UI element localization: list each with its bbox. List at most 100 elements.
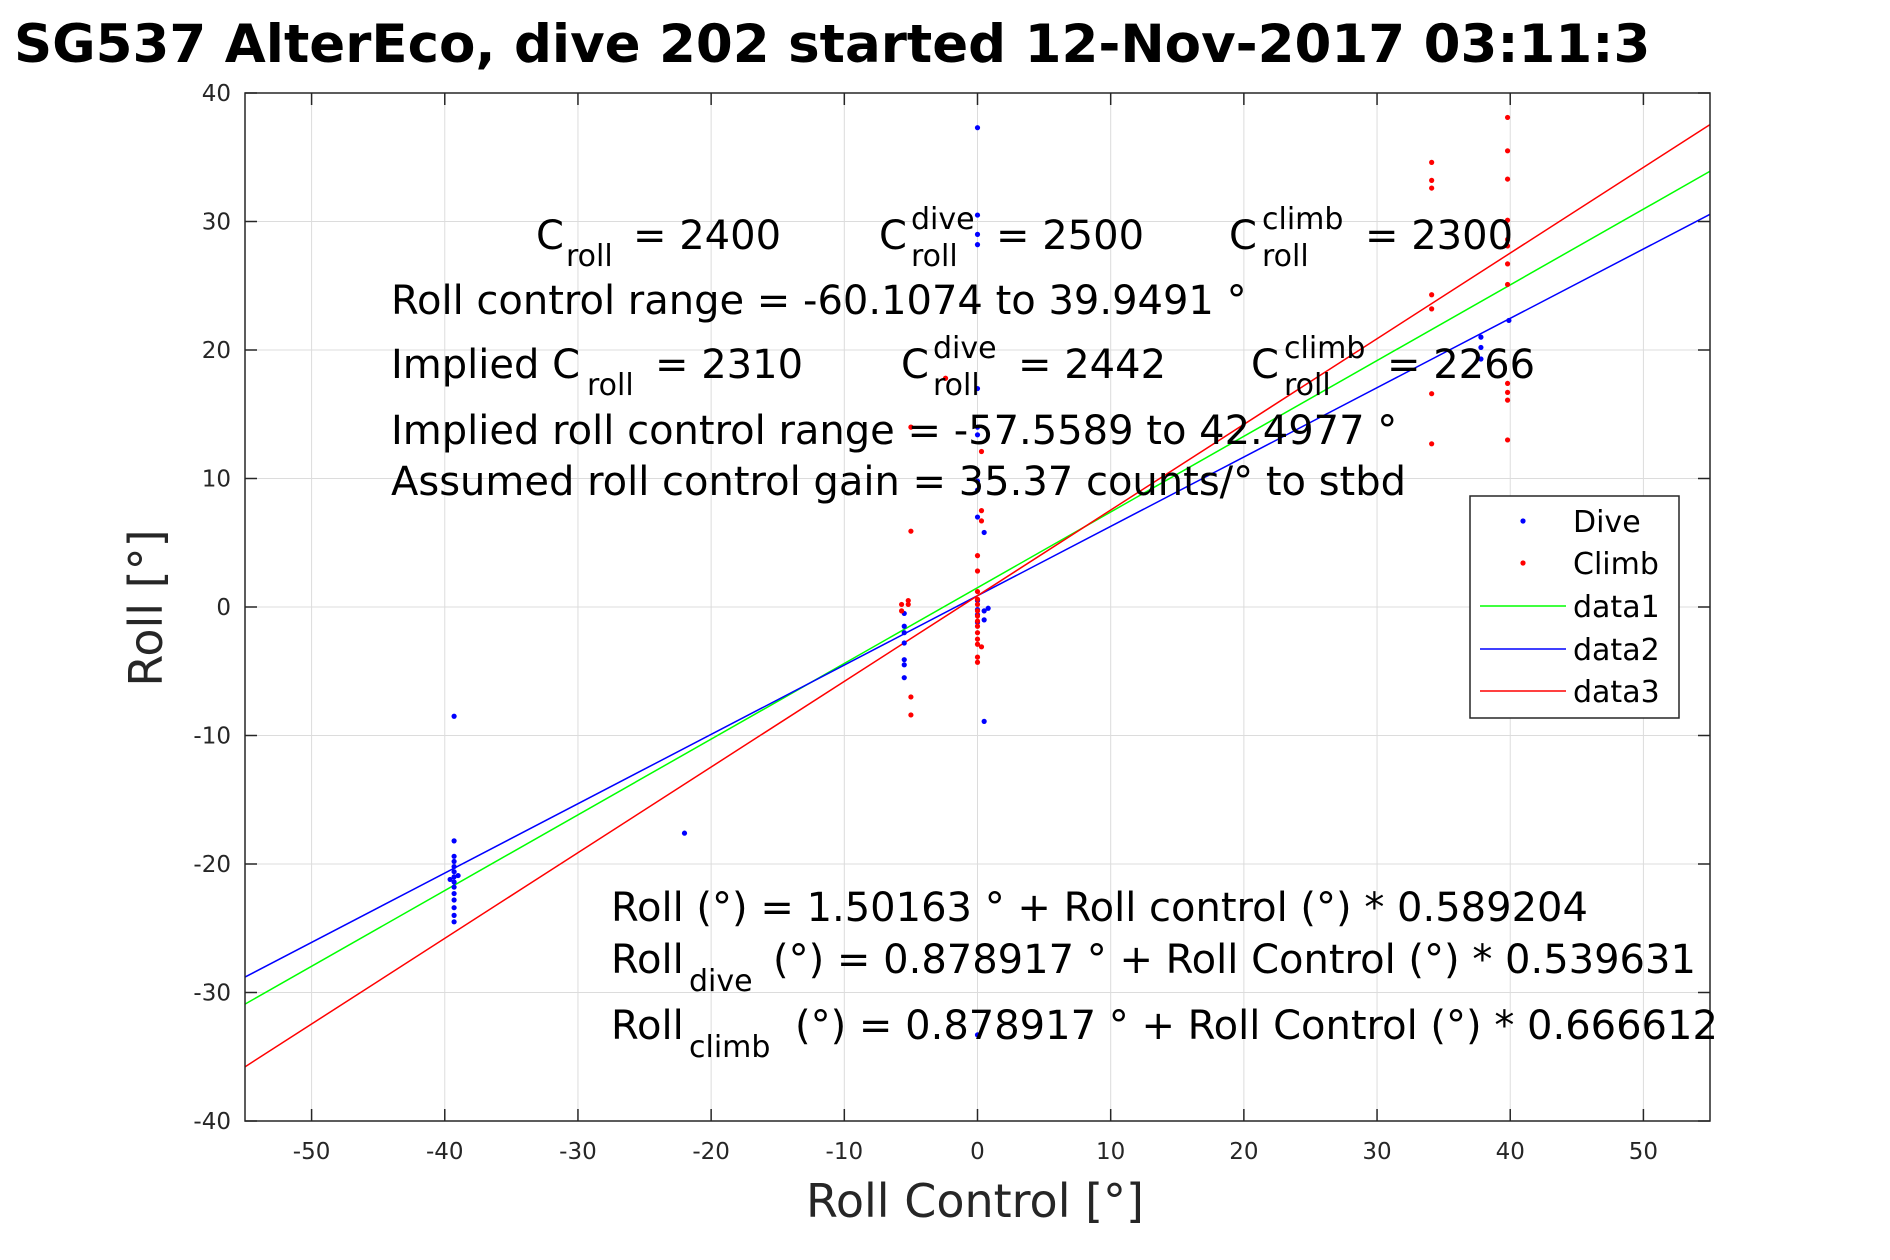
dive-point (981, 617, 987, 623)
y-tick-label: 30 (202, 210, 231, 236)
svg-text:roll: roll (933, 368, 980, 403)
annotation-implied-c-roll-climb: C climb roll = 2266 (1251, 331, 1535, 403)
y-tick-label: 40 (202, 81, 231, 107)
legend: Dive Climb data1 data2 data3 (1469, 495, 1680, 719)
svg-text:dive: dive (933, 331, 997, 366)
x-tick-label: 30 (1362, 1139, 1391, 1165)
climb-point (1504, 148, 1511, 154)
climb-point (1504, 176, 1511, 182)
svg-text:data2: data2 (1573, 633, 1660, 668)
svg-text:C: C (536, 213, 564, 259)
svg-text:climb: climb (1262, 202, 1343, 237)
annotation-c-roll-climb: C climb roll = 2300 (1229, 202, 1513, 274)
svg-text:(°) = 0.878917 ° + Roll Contro: (°) = 0.878917 ° + Roll Control (°) * 0.… (773, 937, 1696, 983)
legend-item-data1: data1 (1480, 590, 1660, 625)
y-tick-label: 0 (216, 595, 231, 621)
svg-text:= 2500: = 2500 (996, 213, 1144, 259)
annotation-roll-control-gain: Assumed roll control gain = 35.37 counts… (391, 459, 1406, 505)
y-tick-label: -30 (193, 981, 231, 1007)
climb-point (1504, 281, 1511, 288)
climb-point (978, 448, 985, 455)
dive-point (974, 125, 981, 131)
annotation-implied-c-roll: Implied C roll = 2310 (391, 342, 803, 403)
climb-point (974, 659, 981, 665)
dive-point (901, 630, 907, 636)
dive-point (901, 623, 907, 629)
annotation-implied-c-roll-dive: C dive roll = 2442 (901, 331, 1166, 403)
legend-item-climb: Climb (1520, 547, 1659, 582)
svg-text:Dive: Dive (1573, 505, 1641, 540)
dive-point (451, 853, 457, 859)
annotation-fit-climb: Roll climb (°) = 0.878917 ° + Roll Contr… (611, 1003, 1718, 1065)
svg-text:Roll: Roll (611, 937, 684, 983)
dive-point (901, 640, 907, 646)
annotation-implied-roll-range: Implied roll control range = -57.5589 to… (391, 408, 1397, 454)
climb-point (908, 712, 914, 718)
svg-text:Climb: Climb (1573, 547, 1659, 582)
svg-text:roll: roll (566, 239, 613, 274)
dive-point (451, 879, 457, 885)
dive-point (1478, 356, 1484, 362)
climb-point (978, 508, 985, 514)
climb-point (1429, 391, 1435, 397)
y-axis-label: Roll [°] (119, 529, 173, 686)
dive-point (974, 1032, 981, 1038)
climb-point (1429, 177, 1435, 183)
climb-point (1429, 441, 1435, 447)
svg-text:(°) = 0.878917 ° + Roll Contro: (°) = 0.878917 ° + Roll Control (°) * 0.… (795, 1003, 1718, 1049)
dive-point (974, 514, 981, 520)
legend-box (1469, 495, 1680, 719)
x-tick-label: -30 (559, 1139, 597, 1165)
climb-point (1504, 236, 1511, 243)
tick-marks-layer (245, 92, 1710, 1122)
svg-text:= 2300: = 2300 (1365, 213, 1513, 259)
dive-point (451, 884, 457, 890)
climb-point (974, 636, 981, 642)
svg-text:C: C (901, 342, 929, 388)
chart-title: SG537 AlterEco, dive 202 started 12-Nov-… (14, 14, 1650, 75)
dive-point (974, 231, 981, 237)
dive-point (985, 605, 991, 611)
legend-marker-dive (1520, 518, 1526, 524)
climb-point (905, 597, 911, 604)
climb-point (1504, 243, 1511, 249)
svg-text:= 2400: = 2400 (633, 213, 781, 259)
climb-point (974, 654, 981, 660)
climb-point (974, 553, 981, 559)
annotation-fit-all: Roll (°) = 1.50163 ° + Roll control (°) … (611, 885, 1588, 931)
dive-point (451, 713, 457, 719)
x-tick-label: 50 (1629, 1139, 1658, 1165)
climb-point (974, 608, 981, 614)
fit-lines-layer (244, 123, 1711, 1068)
climb-point (1504, 114, 1511, 121)
climb-point (1504, 437, 1511, 443)
climb-point (978, 518, 985, 524)
dive-point (451, 838, 457, 844)
legend-item-dive: Dive (1520, 505, 1641, 540)
x-tick-labels: -50 -40 -30 -20 -10 0 10 20 30 40 50 (293, 1139, 1658, 1165)
climb-point (974, 613, 981, 619)
svg-text:dive: dive (911, 202, 975, 237)
annotation-c-roll-dive: C dive roll = 2500 (879, 202, 1144, 274)
climb-point (908, 528, 914, 534)
climb-point (898, 601, 905, 608)
climb-point (1504, 217, 1511, 223)
dive-point (1478, 344, 1484, 351)
dive-point (451, 858, 457, 865)
dive-point (681, 830, 688, 836)
climb-point (974, 568, 981, 574)
x-tick-label: 10 (1096, 1139, 1125, 1165)
y-tick-label: 20 (202, 338, 231, 364)
x-tick-label: 40 (1496, 1139, 1525, 1165)
climb-point (1504, 397, 1511, 403)
dive-point (451, 890, 457, 897)
dive-point (974, 432, 981, 438)
dive-point (455, 872, 461, 879)
climb-point (1429, 159, 1435, 165)
climb-point (1504, 380, 1511, 387)
climb-point (974, 630, 981, 636)
x-tick-label: 20 (1229, 1139, 1258, 1165)
dive-point (1478, 334, 1484, 340)
dive-point (974, 385, 981, 392)
